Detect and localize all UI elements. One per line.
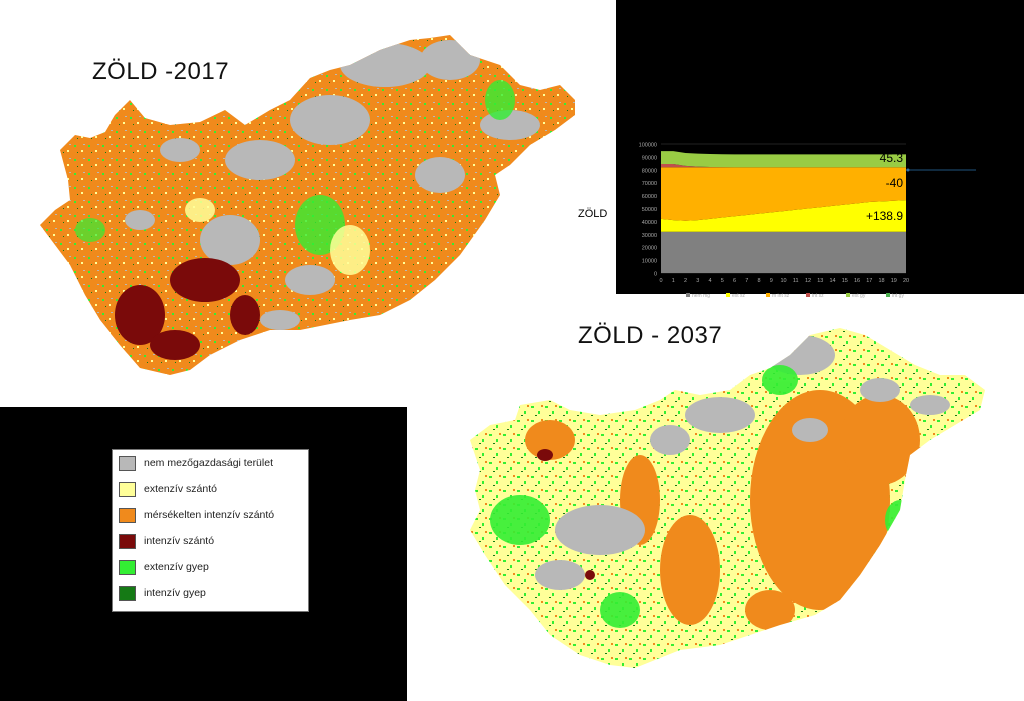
legend-swatch — [119, 481, 136, 497]
x-tick-label: 11 — [793, 278, 799, 284]
area-series-nem-mg — [661, 231, 906, 273]
map-legend: nem mezőgazdasági terület extenzív szánt… — [112, 449, 309, 612]
y-tick-label: 90000 — [642, 155, 657, 161]
x-tick-label: 7 — [745, 278, 748, 284]
area-series-ext-gy — [661, 151, 906, 168]
x-tick-label: 3 — [696, 278, 699, 284]
chart-legend-swatch — [806, 293, 810, 297]
chart-legend-label: nem mg — [692, 293, 710, 299]
chart-annotation: 45.3 — [880, 151, 904, 165]
x-tick-label: 15 — [842, 278, 848, 284]
legend-label: nem mezőgazdasági terület — [144, 457, 273, 469]
x-tick-label: 12 — [805, 278, 811, 284]
area-series-m-int-sz — [661, 167, 906, 221]
legend-label: intenzív szántó — [144, 535, 215, 547]
legend-label: mérsékelten intenzív szántó — [144, 509, 275, 521]
y-tick-label: 30000 — [642, 233, 657, 239]
x-tick-label: 14 — [829, 278, 835, 284]
chart-legend-swatch — [766, 293, 770, 297]
legend-swatch — [119, 533, 136, 549]
y-tick-label: 20000 — [642, 246, 657, 252]
x-tick-label: 4 — [708, 278, 711, 284]
area-series-ext-sz — [661, 200, 906, 232]
x-tick-label: 17 — [866, 278, 872, 284]
chart-side-label: ZÖLD — [578, 208, 608, 220]
x-tick-label: 9 — [770, 278, 773, 284]
x-tick-label: 2 — [684, 278, 687, 284]
legend-label: extenzív szántó — [144, 483, 217, 495]
x-tick-label: 8 — [757, 278, 760, 284]
legend-label: extenzív gyep — [144, 561, 209, 573]
legend-item: intenzív szántó — [113, 528, 308, 554]
chart-legend-label: int sz — [812, 293, 824, 299]
legend-label: intenzív gyep — [144, 587, 206, 599]
map-title-2037: ZÖLD - 2037 — [578, 322, 723, 349]
map-2017 — [40, 35, 575, 375]
y-tick-label: 0 — [654, 272, 657, 278]
legend-swatch — [119, 585, 136, 601]
map-2037 — [470, 328, 985, 668]
legend-item: mérsékelten intenzív szántó — [113, 502, 308, 528]
chart-legend-label: ext gy — [852, 293, 866, 299]
chart-legend-swatch — [846, 293, 850, 297]
legend-item: extenzív szántó — [113, 476, 308, 502]
y-tick-label: 80000 — [642, 168, 657, 174]
legend-item: nem mezőgazdasági terület — [113, 450, 308, 476]
map-title-2017: ZÖLD -2017 — [92, 58, 230, 85]
y-tick-label: 10000 — [642, 259, 657, 265]
y-tick-label: 70000 — [642, 181, 657, 187]
x-tick-label: 20 — [903, 278, 909, 284]
legend-item: extenzív gyep — [113, 554, 308, 580]
legend-swatch — [119, 507, 136, 523]
x-tick-label: 0 — [659, 278, 662, 284]
stacked-area-chart: 1000009000080000700006000050000400003000… — [639, 143, 976, 299]
chart-legend-swatch — [886, 293, 890, 297]
x-tick-label: 13 — [817, 278, 823, 284]
chart-legend-label: m int sz — [772, 293, 790, 299]
legend-swatch — [119, 455, 136, 471]
legend-swatch — [119, 559, 136, 575]
legend-item: intenzív gyep — [113, 580, 308, 606]
chart-legend-swatch — [686, 293, 690, 297]
chart-legend-label: int gy — [892, 293, 904, 299]
chart-annotation: +138.9 — [866, 209, 903, 223]
area-series-int-sz — [661, 163, 906, 168]
x-tick-label: 10 — [780, 278, 786, 284]
x-tick-label: 18 — [878, 278, 884, 284]
chart-legend-swatch — [726, 293, 730, 297]
x-tick-label: 1 — [672, 278, 675, 284]
y-tick-label: 60000 — [642, 194, 657, 200]
y-tick-label: 40000 — [642, 220, 657, 226]
x-tick-label: 6 — [733, 278, 736, 284]
chart-annotation: -40 — [886, 176, 904, 190]
chart-legend-label: ext sz — [732, 293, 746, 299]
y-tick-label: 50000 — [642, 207, 657, 213]
x-tick-label: 5 — [721, 278, 724, 284]
annotation-pointer-dot — [906, 168, 910, 172]
y-tick-label: 100000 — [639, 143, 657, 149]
x-tick-label: 16 — [854, 278, 860, 284]
x-tick-label: 19 — [891, 278, 897, 284]
